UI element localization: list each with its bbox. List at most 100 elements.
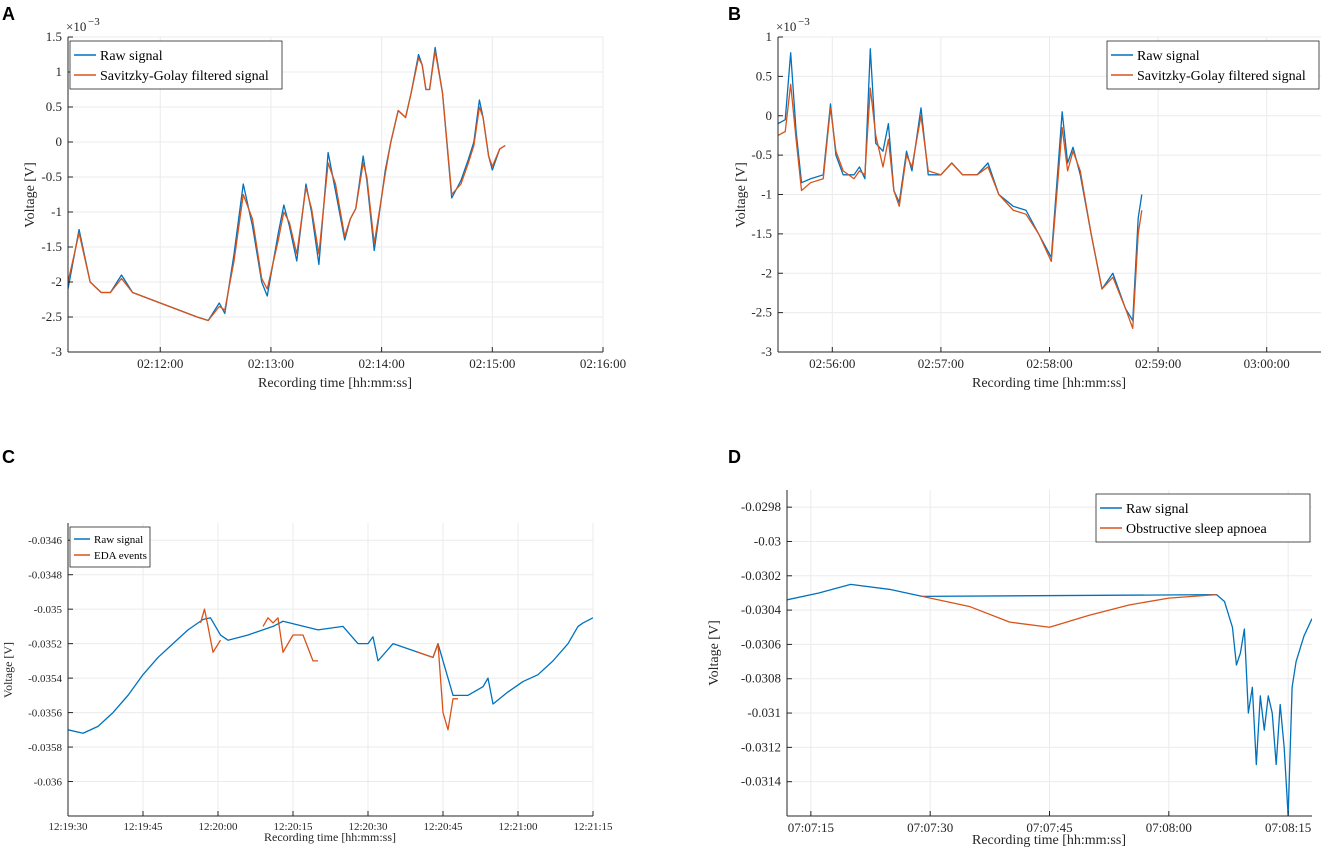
series-line-obstructive-sleep-apnoea xyxy=(922,594,1217,628)
legend-box xyxy=(1095,493,1311,543)
x-tick-label: 07:07:15 xyxy=(788,820,834,835)
grid xyxy=(67,523,594,816)
x-tick-label: 02:57:00 xyxy=(918,356,964,371)
y-tick-label: -0.5 xyxy=(41,169,62,184)
panel-letter: D xyxy=(728,447,741,467)
y-tick-label: -0.0352 xyxy=(28,639,62,651)
x-tick-label: 02:12:00 xyxy=(137,356,183,371)
x-tick-label: 02:14:00 xyxy=(359,356,405,371)
panel-c: C 12:19:30 12:19:45 12:20:00 12:20:15 12:20:3… xyxy=(1,447,613,844)
panel-b: B 02:56:00 02:57:00 02:58:00 02:59:00 03:00:0… xyxy=(728,4,1321,391)
legend-label: Raw signal xyxy=(94,534,143,546)
y-tick-label: -3 xyxy=(761,344,772,359)
legend-label: Savitzky-Golay filtered signal xyxy=(100,69,269,84)
legend: Raw signal Obstructive sleep apnoea xyxy=(1095,493,1311,543)
y-tick-label: -0.0312 xyxy=(741,739,781,754)
y-tick-label: -0.036 xyxy=(34,777,63,789)
panel-letter: C xyxy=(2,447,15,467)
y-tick-label: -0.0298 xyxy=(741,499,781,514)
x-axis-label: Recording time [hh:mm:ss] xyxy=(972,376,1126,391)
x-tick-label: 07:07:30 xyxy=(907,820,953,835)
series-line-raw-signal xyxy=(68,617,593,734)
y-axis-label: Voltage [V] xyxy=(1,642,15,698)
series-line-savitzky-golay-filtered-signal xyxy=(68,50,506,322)
x-tick-label: 12:20:30 xyxy=(348,821,388,833)
series-line-eda-events xyxy=(262,617,318,662)
legend-label: Raw signal xyxy=(100,49,163,64)
x-tick-label: 02:59:00 xyxy=(1135,356,1181,371)
x-tick-label: 12:21:15 xyxy=(573,821,613,833)
y-tick-label: 0.5 xyxy=(46,99,62,114)
y-tick-label: -0.0356 xyxy=(28,708,62,720)
y-tick-label: -0.0304 xyxy=(741,602,782,617)
x-tick-label: 02:58:00 xyxy=(1026,356,1072,371)
legend-box xyxy=(69,526,151,568)
panel-a: A 02:12:00 02:13:00 02:14:00 02:15:00 02:16:0… xyxy=(2,4,626,391)
x-tick-label: 07:08:00 xyxy=(1146,820,1192,835)
y-tick-label: -2 xyxy=(51,274,62,289)
x-tick-label: 02:13:00 xyxy=(248,356,294,371)
y-tick-label: -1.5 xyxy=(751,226,772,241)
series-line-raw-signal xyxy=(787,583,1312,816)
y-tick-label: -0.0302 xyxy=(741,568,781,583)
y-tick-label: -0.03 xyxy=(754,533,781,548)
panel-letter: B xyxy=(728,4,741,24)
y-tick-label: -0.0354 xyxy=(28,673,62,685)
y-tick-label: -0.0308 xyxy=(741,671,781,686)
y-tick-label: 1 xyxy=(56,64,63,79)
y-tick-label: -2 xyxy=(761,265,772,280)
y-tick-label: -0.0358 xyxy=(28,742,62,754)
x-tick-label: 12:20:00 xyxy=(198,821,238,833)
y-tick-label: -3 xyxy=(51,344,62,359)
series-line-eda-events xyxy=(199,608,222,653)
x-tick-label: 02:15:00 xyxy=(469,356,515,371)
y-axis-label: Voltage [V] xyxy=(23,162,38,227)
x-tick-label: 12:19:45 xyxy=(123,821,163,833)
y-tick-label: -0.0348 xyxy=(28,570,62,582)
x-tick-label: 02:16:00 xyxy=(580,356,626,371)
y-exponent-power: −3 xyxy=(88,16,100,28)
x-tick-label: 03:00:00 xyxy=(1244,356,1290,371)
y-axis-label: Voltage [V] xyxy=(707,620,722,685)
y-exponent-power: −3 xyxy=(798,16,810,28)
y-tick-label: -2.5 xyxy=(41,309,62,324)
y-tick-label: -2.5 xyxy=(751,305,772,320)
y-tick-label: -0.0306 xyxy=(741,636,782,651)
y-tick-label: 0.5 xyxy=(756,68,772,83)
legend-label: EDA events xyxy=(94,550,147,562)
legend: Raw signal Savitzky-Golay filtered signal xyxy=(1106,40,1320,90)
legend: Raw signal Savitzky-Golay filtered signal xyxy=(69,40,283,90)
panel-letter: A xyxy=(2,4,15,24)
x-tick-label: 07:08:15 xyxy=(1265,820,1311,835)
x-tick-label: 07:07:45 xyxy=(1026,820,1072,835)
legend-label: Raw signal xyxy=(1137,49,1200,64)
series-line-savitzky-golay-filtered-signal xyxy=(778,83,1143,330)
series-group xyxy=(68,46,506,322)
legend-label: Savitzky-Golay filtered signal xyxy=(1137,69,1306,84)
x-tick-label: 12:20:45 xyxy=(423,821,463,833)
legend-box xyxy=(69,40,283,90)
x-axis-label: Recording time [hh:mm:ss] xyxy=(258,376,412,391)
y-tick-label: -0.5 xyxy=(751,147,772,162)
y-tick-label: 1 xyxy=(766,29,773,44)
y-tick-label: -0.031 xyxy=(747,705,781,720)
legend-label: Raw signal xyxy=(1126,502,1189,517)
x-tick-label: 12:21:00 xyxy=(498,821,538,833)
series-line-eda-events xyxy=(417,643,458,731)
y-tick-label: 0 xyxy=(766,108,773,123)
series-group xyxy=(68,608,593,734)
y-tick-label: 0 xyxy=(56,134,63,149)
y-tick-label: -1 xyxy=(51,204,62,219)
y-tick-label: -0.0346 xyxy=(28,535,62,547)
legend-box xyxy=(1106,40,1320,90)
y-tick-label: -0.0314 xyxy=(741,774,782,789)
x-axis-label: Recording time [hh:mm:ss] xyxy=(972,833,1126,848)
legend: Raw signal EDA events xyxy=(69,526,151,568)
x-axis-label: Recording time [hh:mm:ss] xyxy=(264,830,396,844)
y-tick-label: -0.035 xyxy=(34,604,63,616)
legend-label: Obstructive sleep apnoea xyxy=(1126,522,1268,537)
y-axis-label: Voltage [V] xyxy=(734,162,749,227)
series-group xyxy=(787,583,1312,816)
x-tick-label: 02:56:00 xyxy=(809,356,855,371)
